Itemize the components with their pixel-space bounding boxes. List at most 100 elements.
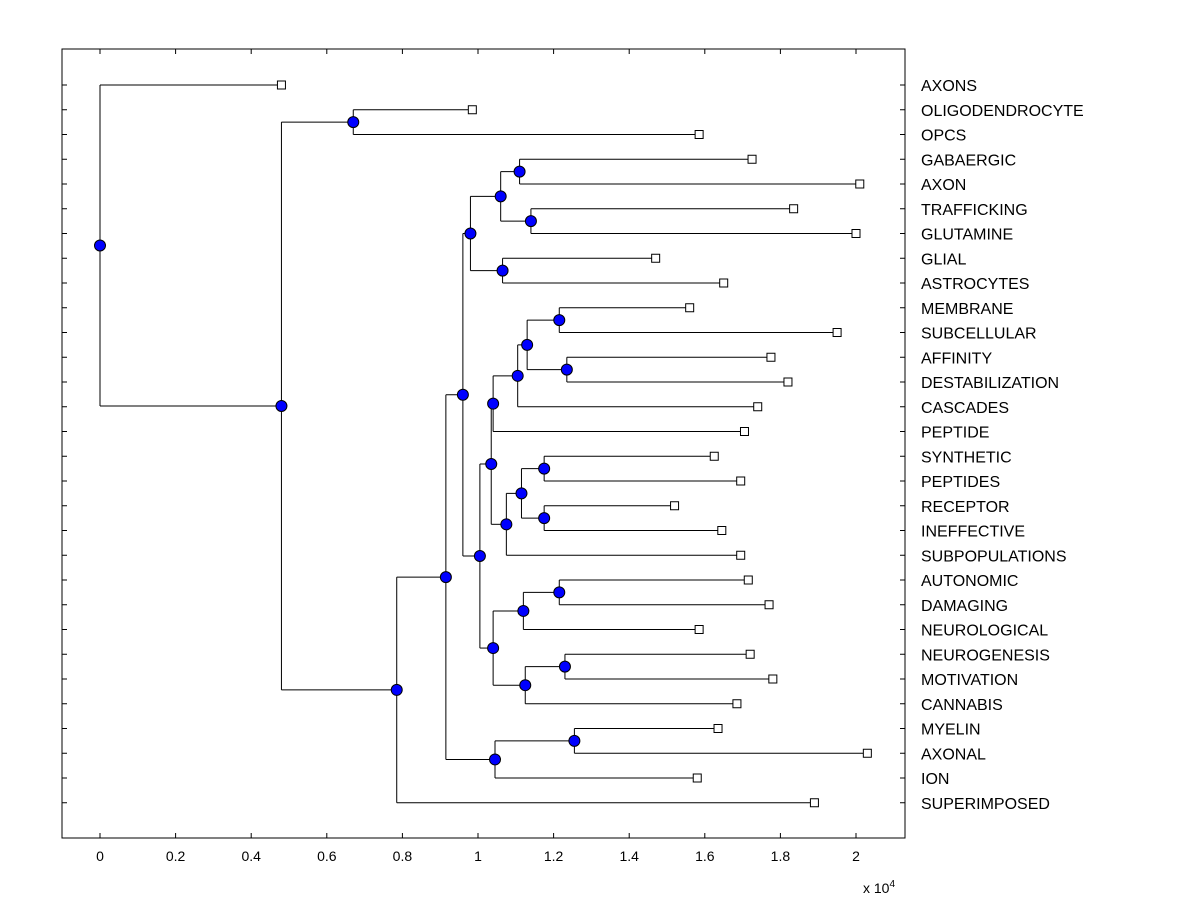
- x-axis-multiplier-base: x 10: [863, 880, 890, 896]
- cluster-node-marker: [487, 642, 500, 655]
- leaf-label: AFFINITY: [921, 350, 992, 367]
- leaf-marker: [855, 179, 865, 189]
- cluster-node-marker: [568, 734, 581, 747]
- x-tick-label: 0: [96, 848, 104, 864]
- leaf-label: MOTIVATION: [921, 672, 1018, 689]
- leaf-label: CASCADES: [921, 400, 1009, 417]
- leaf-marker: [736, 476, 746, 486]
- leaf-marker: [789, 204, 799, 214]
- cluster-node-marker: [347, 116, 360, 129]
- leaf-label: NEUROGENESIS: [921, 647, 1050, 664]
- leaf-marker: [783, 377, 793, 387]
- x-axis-ticks: 0 0.2 0.4 0.6 0.8 1 1.2 1.4 1.6 1.8 2: [96, 49, 860, 864]
- cluster-node-marker: [513, 165, 526, 178]
- leaf-marker: [651, 253, 661, 263]
- leaf-marker: [467, 105, 477, 115]
- x-tick-label: 0.4: [241, 848, 261, 864]
- cluster-node-marker: [487, 397, 500, 410]
- leaf-marker: [766, 352, 776, 362]
- x-tick-label: 1: [474, 848, 482, 864]
- x-tick-label: 1.4: [619, 848, 639, 864]
- node-markers: [94, 116, 581, 766]
- leaf-labels: AXONS OLIGODENDROCYTE OPCS GABAERGIC AXON TRA…: [921, 78, 1084, 813]
- cluster-node-marker: [390, 683, 403, 696]
- cluster-node-marker: [524, 215, 537, 228]
- leaf-label: TRAFFICKING: [921, 202, 1028, 219]
- leaf-marker: [809, 798, 819, 808]
- leaf-label: CANNABIS: [921, 697, 1003, 714]
- x-tick-label: 0.2: [166, 848, 186, 864]
- leaf-marker: [851, 229, 861, 238]
- y-axis-ticks: [62, 84, 905, 804]
- x-tick-label: 0.6: [317, 848, 337, 864]
- leaf-marker: [719, 278, 729, 288]
- cluster-node-marker: [538, 462, 551, 475]
- leaf-marker: [764, 600, 774, 610]
- leaf-label: AUTONOMIC: [921, 573, 1018, 590]
- leaf-label: MYELIN: [921, 722, 981, 739]
- leaf-marker: [745, 649, 755, 659]
- leaf-label: INEFFECTIVE: [921, 524, 1025, 541]
- cluster-node-marker: [521, 338, 534, 351]
- leaf-label: RECEPTOR: [921, 499, 1010, 516]
- leaf-marker: [685, 303, 695, 313]
- cluster-node-marker: [515, 487, 528, 500]
- cluster-node-marker: [485, 457, 498, 470]
- leaf-label: MEMBRANE: [921, 301, 1013, 318]
- x-tick-label: 1.6: [695, 848, 715, 864]
- x-axis-multiplier-exponent: 4: [889, 879, 895, 890]
- cluster-node-marker: [494, 190, 507, 203]
- leaf-label: SUPERIMPOSED: [921, 796, 1050, 813]
- leaf-marker: [694, 130, 704, 139]
- leaf-marker: [670, 501, 680, 511]
- x-axis-multiplier: x 104: [863, 879, 895, 896]
- leaf-markers: [276, 80, 872, 808]
- cluster-node-marker: [511, 369, 524, 382]
- cluster-node-marker: [519, 679, 532, 692]
- cluster-node-marker: [464, 227, 477, 240]
- leaf-label: AXONAL: [921, 746, 986, 763]
- cluster-node-marker: [538, 512, 551, 525]
- leaf-marker: [709, 451, 719, 461]
- leaf-label: GABAERGIC: [921, 152, 1016, 169]
- x-tick-label: 0.8: [393, 848, 413, 864]
- leaf-marker: [713, 724, 723, 733]
- leaf-label: ASTROCYTES: [921, 276, 1029, 293]
- cluster-node-marker: [275, 400, 288, 413]
- plot-frame: [61, 48, 906, 839]
- leaf-marker: [747, 154, 757, 164]
- cluster-node-marker: [496, 264, 509, 277]
- leaf-marker: [862, 748, 872, 758]
- cluster-node-marker: [553, 314, 566, 327]
- leaf-marker: [276, 80, 286, 90]
- leaf-label: SYNTHETIC: [921, 449, 1012, 466]
- cluster-node-marker: [553, 586, 566, 599]
- leaf-label: ION: [921, 771, 949, 788]
- leaf-label: OLIGODENDROCYTE: [921, 103, 1084, 120]
- leaf-label: OPCS: [921, 128, 966, 145]
- leaf-label: PEPTIDES: [921, 474, 1000, 491]
- cluster-node-marker: [456, 388, 469, 401]
- leaf-marker: [732, 699, 742, 709]
- leaf-marker: [743, 575, 753, 585]
- leaf-label: AXON: [921, 177, 966, 194]
- cluster-node-marker: [558, 660, 571, 673]
- cluster-node-marker: [94, 239, 106, 252]
- leaf-marker: [739, 427, 749, 436]
- cluster-node-marker: [439, 571, 452, 584]
- leaf-marker: [717, 526, 727, 535]
- leaf-label: NEUROLOGICAL: [921, 623, 1048, 640]
- cluster-node-marker: [500, 518, 513, 531]
- leaf-label: GLIAL: [921, 251, 966, 268]
- x-tick-label: 2: [852, 848, 860, 864]
- leaf-marker: [736, 550, 746, 560]
- cluster-node-marker: [517, 604, 530, 617]
- leaf-marker: [753, 402, 763, 412]
- leaf-marker: [768, 674, 778, 684]
- x-tick-label: 1.8: [771, 848, 791, 864]
- leaf-label: DESTABILIZATION: [921, 375, 1059, 392]
- cluster-node-marker: [473, 550, 486, 563]
- leaf-label: GLUTAMINE: [921, 227, 1013, 244]
- leaf-label: AXONS: [921, 78, 977, 95]
